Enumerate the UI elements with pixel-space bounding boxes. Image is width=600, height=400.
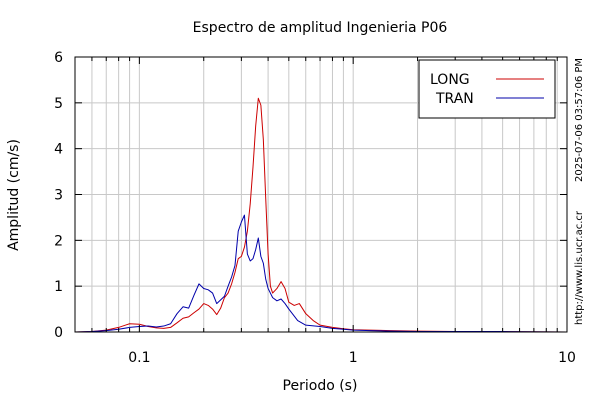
grid (74, 57, 568, 332)
y-tick-label: 5 (54, 96, 63, 112)
series-line-tran (74, 214, 568, 333)
legend-label-tran: TRAN (435, 91, 474, 107)
legend-label-long: LONG (430, 72, 470, 88)
y-tick-label: 0 (54, 325, 63, 341)
y-tick-label: 3 (54, 188, 63, 204)
series-line-long (74, 97, 568, 333)
source-url-label: http://www.lis.ucr.ac.cr (574, 210, 585, 325)
y-tick-label: 1 (54, 279, 63, 295)
x-tick-label: 0.1 (128, 350, 150, 366)
x-tick-label: 1 (349, 350, 358, 366)
y-tick-label: 2 (54, 233, 63, 249)
series-lines (74, 97, 568, 333)
legend-box (418, 59, 556, 119)
legend: LONG TRAN (418, 59, 556, 119)
x-axis-label: Periodo (s) (283, 378, 358, 394)
axis-ticks (74, 56, 568, 333)
timestamp-label: 2025-07-06 03:57:06 PM (574, 58, 585, 182)
tick-labels: 0 1 2 3 4 5 6 0.1 1 10 (54, 50, 576, 366)
y-axis-label: Amplitud (cm/s) (6, 139, 22, 251)
y-tick-label: 4 (54, 142, 63, 158)
chart-title: Espectro de amplitud Ingenieria P06 (193, 20, 448, 36)
x-tick-label: 10 (558, 350, 576, 366)
y-tick-label: 6 (54, 50, 63, 66)
